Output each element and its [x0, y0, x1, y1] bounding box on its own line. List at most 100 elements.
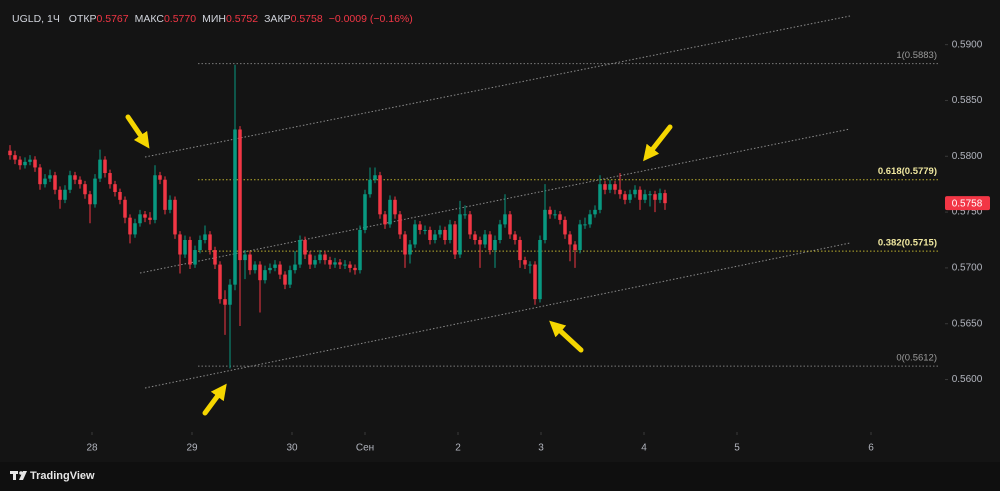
candle-body: [503, 214, 507, 225]
candle-body: [548, 209, 552, 215]
candle-body: [348, 264, 352, 268]
candle-body: [448, 224, 452, 240]
legend-header: UGLD, 1Ч ОТКР0.5767 МАКС0.5770 МИН0.5752 ЗА…: [12, 13, 413, 25]
candle-body: [593, 209, 597, 215]
candle-body: [123, 199, 127, 218]
footer-bar: [0, 462, 1000, 491]
candle-body: [438, 229, 442, 235]
x-tick-label: 6: [868, 443, 874, 454]
candle-body: [28, 159, 32, 162]
candle-body: [268, 267, 272, 271]
candles: [8, 64, 667, 369]
candle-body: [198, 240, 202, 251]
price-tag: [945, 196, 990, 211]
candle-body: [433, 234, 437, 240]
candle-body: [293, 264, 297, 271]
channel-lower: [144, 242, 851, 389]
candle-body: [473, 234, 477, 240]
arrow: [549, 320, 584, 353]
candle-body: [428, 229, 432, 240]
candle-body: [368, 179, 372, 195]
candle-body: [558, 214, 562, 220]
candle-body: [248, 254, 252, 271]
x-tick-label: 29: [186, 443, 198, 454]
candle-body: [243, 254, 247, 261]
logo-part: [19, 471, 27, 480]
candle-body: [58, 189, 62, 200]
field-value: 0.5770: [163, 13, 197, 25]
x-tick-label: 4: [641, 443, 647, 454]
candle-body: [208, 234, 212, 251]
candle-body: [518, 240, 522, 261]
candle-body: [143, 214, 147, 218]
field-value: 0.5767: [96, 13, 129, 25]
candle-body: [658, 193, 662, 200]
candle-body: [133, 223, 137, 235]
candle-body: [68, 175, 72, 190]
arrows: [125, 114, 673, 416]
candle-body: [393, 199, 397, 215]
channel-upper: [144, 15, 851, 158]
arrow: [125, 114, 150, 149]
y-tick-label: 0.5850: [952, 95, 983, 106]
channel: [139, 15, 851, 389]
candle-body: [578, 224, 582, 251]
candle-body: [383, 214, 387, 225]
candle-body: [413, 224, 417, 245]
fib-group: 1(0.5883) 0.618(0.5779) 0.382(0.5715) 0(0.5…: [198, 50, 940, 367]
candle-body: [408, 244, 412, 255]
y-tick-label: 0.5700: [952, 263, 983, 274]
symbol: UGLD, 1Ч: [12, 13, 60, 25]
candle-body: [113, 184, 117, 192]
candle-body: [388, 199, 392, 225]
candle-body: [498, 224, 502, 240]
candle-body: [418, 224, 422, 230]
candle-body: [183, 240, 187, 255]
candle-body: [163, 179, 167, 210]
candle-body: [108, 173, 112, 185]
price-tag-label: 0.5758: [952, 198, 983, 209]
candle-body: [313, 260, 317, 265]
x-tick-label: 3: [538, 443, 544, 454]
candle-body: [258, 264, 262, 281]
candle-body: [118, 192, 122, 200]
candle-body: [73, 175, 77, 180]
candle-body: [78, 179, 82, 185]
candle-body: [598, 184, 602, 210]
candle-body: [8, 150, 12, 156]
candle-body: [543, 209, 547, 240]
candle-body: [573, 244, 577, 251]
candle-body: [18, 159, 22, 166]
candle-body: [553, 214, 557, 216]
candle-body: [633, 189, 637, 195]
candle-body: [323, 254, 327, 261]
candle-body: [263, 270, 267, 281]
y-tick-label: 0.5800: [952, 151, 983, 162]
candle-body: [533, 264, 537, 300]
candle-body: [358, 229, 362, 271]
candle-body: [608, 184, 612, 190]
fib-label: 0.618(0.5779): [878, 166, 937, 177]
candle-body: [93, 178, 97, 205]
candle-body: [373, 175, 377, 180]
y-tick-label: 0.5750: [952, 207, 983, 218]
candle-body: [523, 260, 527, 265]
candle-body: [538, 240, 542, 300]
candle-body: [333, 262, 337, 265]
candle-body: [318, 254, 322, 261]
candle-body: [603, 184, 607, 190]
candle-body: [188, 240, 192, 265]
candle-body: [103, 159, 107, 174]
field-name: МАКС: [134, 13, 164, 25]
candle-body: [338, 262, 342, 265]
candle-body: [273, 264, 277, 268]
candle-body: [38, 167, 42, 185]
candle-body: [363, 194, 367, 230]
brand: TradingView: [30, 470, 95, 482]
candle-body: [458, 214, 462, 255]
x-tick-label: 2: [455, 443, 461, 454]
fib-label: 1(0.5883): [896, 50, 937, 61]
candle-body: [378, 175, 382, 215]
candle-body: [168, 199, 172, 210]
candle-body: [128, 217, 132, 235]
